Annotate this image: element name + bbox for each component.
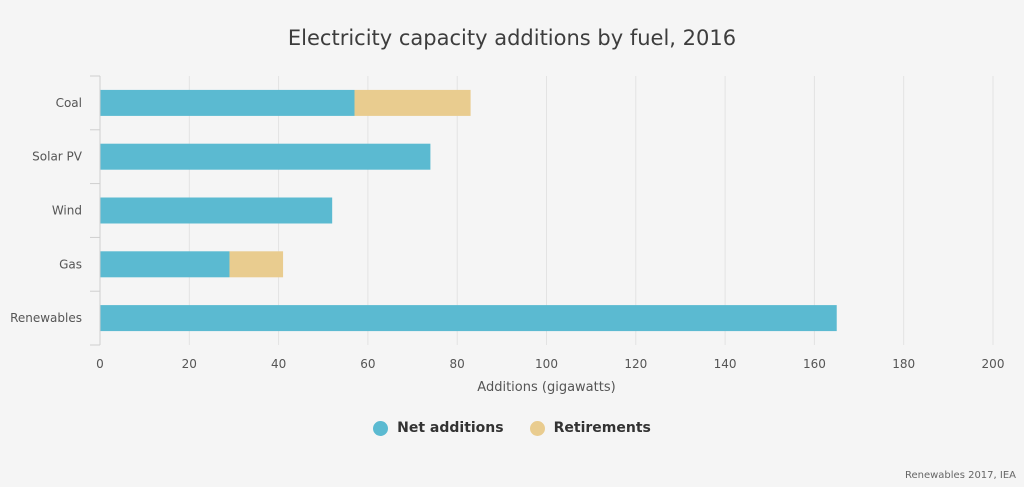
bars — [100, 89, 837, 332]
bar-net-additions[interactable] — [100, 251, 230, 278]
bar-net-additions[interactable] — [100, 89, 355, 116]
x-tick-label: 60 — [360, 357, 375, 371]
y-category-label: Coal — [56, 96, 82, 110]
y-category-label: Solar PV — [32, 150, 83, 164]
y-category-label: Renewables — [10, 311, 82, 325]
x-tick-label: 160 — [803, 357, 826, 371]
x-tick-label: 80 — [450, 357, 465, 371]
legend: Net additions Retirements — [0, 420, 1024, 436]
legend-item-net-additions[interactable]: Net additions — [373, 420, 504, 436]
x-tick-label: 100 — [535, 357, 558, 371]
bar-net-additions[interactable] — [100, 143, 431, 170]
x-tick-label: 140 — [714, 357, 737, 371]
x-tick-label: 20 — [182, 357, 197, 371]
x-tick-label: 0 — [96, 357, 104, 371]
legend-marker-retirements — [529, 420, 545, 436]
bar-net-additions[interactable] — [100, 305, 837, 332]
bar-net-additions[interactable] — [100, 197, 333, 224]
y-category-label: Gas — [59, 257, 82, 271]
x-tick-label: 40 — [271, 357, 286, 371]
axes: 0 20 40 60 80 100 120 140 160 180 200 Coal Solar PV W… — [10, 75, 1005, 371]
y-category-label: Wind — [52, 204, 82, 218]
legend-marker-net-additions — [373, 420, 389, 436]
x-tick-label: 200 — [982, 357, 1005, 371]
chart-title: Electricity capacity additions by fuel, … — [287, 26, 737, 50]
legend-label-net-additions: Net additions — [397, 420, 504, 436]
legend-label-retirements: Retirements — [553, 420, 651, 436]
source-credit: Renewables 2017, IEA — [904, 470, 1016, 481]
bar-retirements[interactable] — [229, 251, 284, 278]
bar-retirements[interactable] — [354, 89, 471, 116]
x-tick-label: 180 — [892, 357, 915, 371]
legend-item-retirements[interactable]: Retirements — [529, 420, 651, 436]
x-axis-title: Additions (gigawatts) — [477, 380, 615, 395]
x-tick-label: 120 — [624, 357, 647, 371]
